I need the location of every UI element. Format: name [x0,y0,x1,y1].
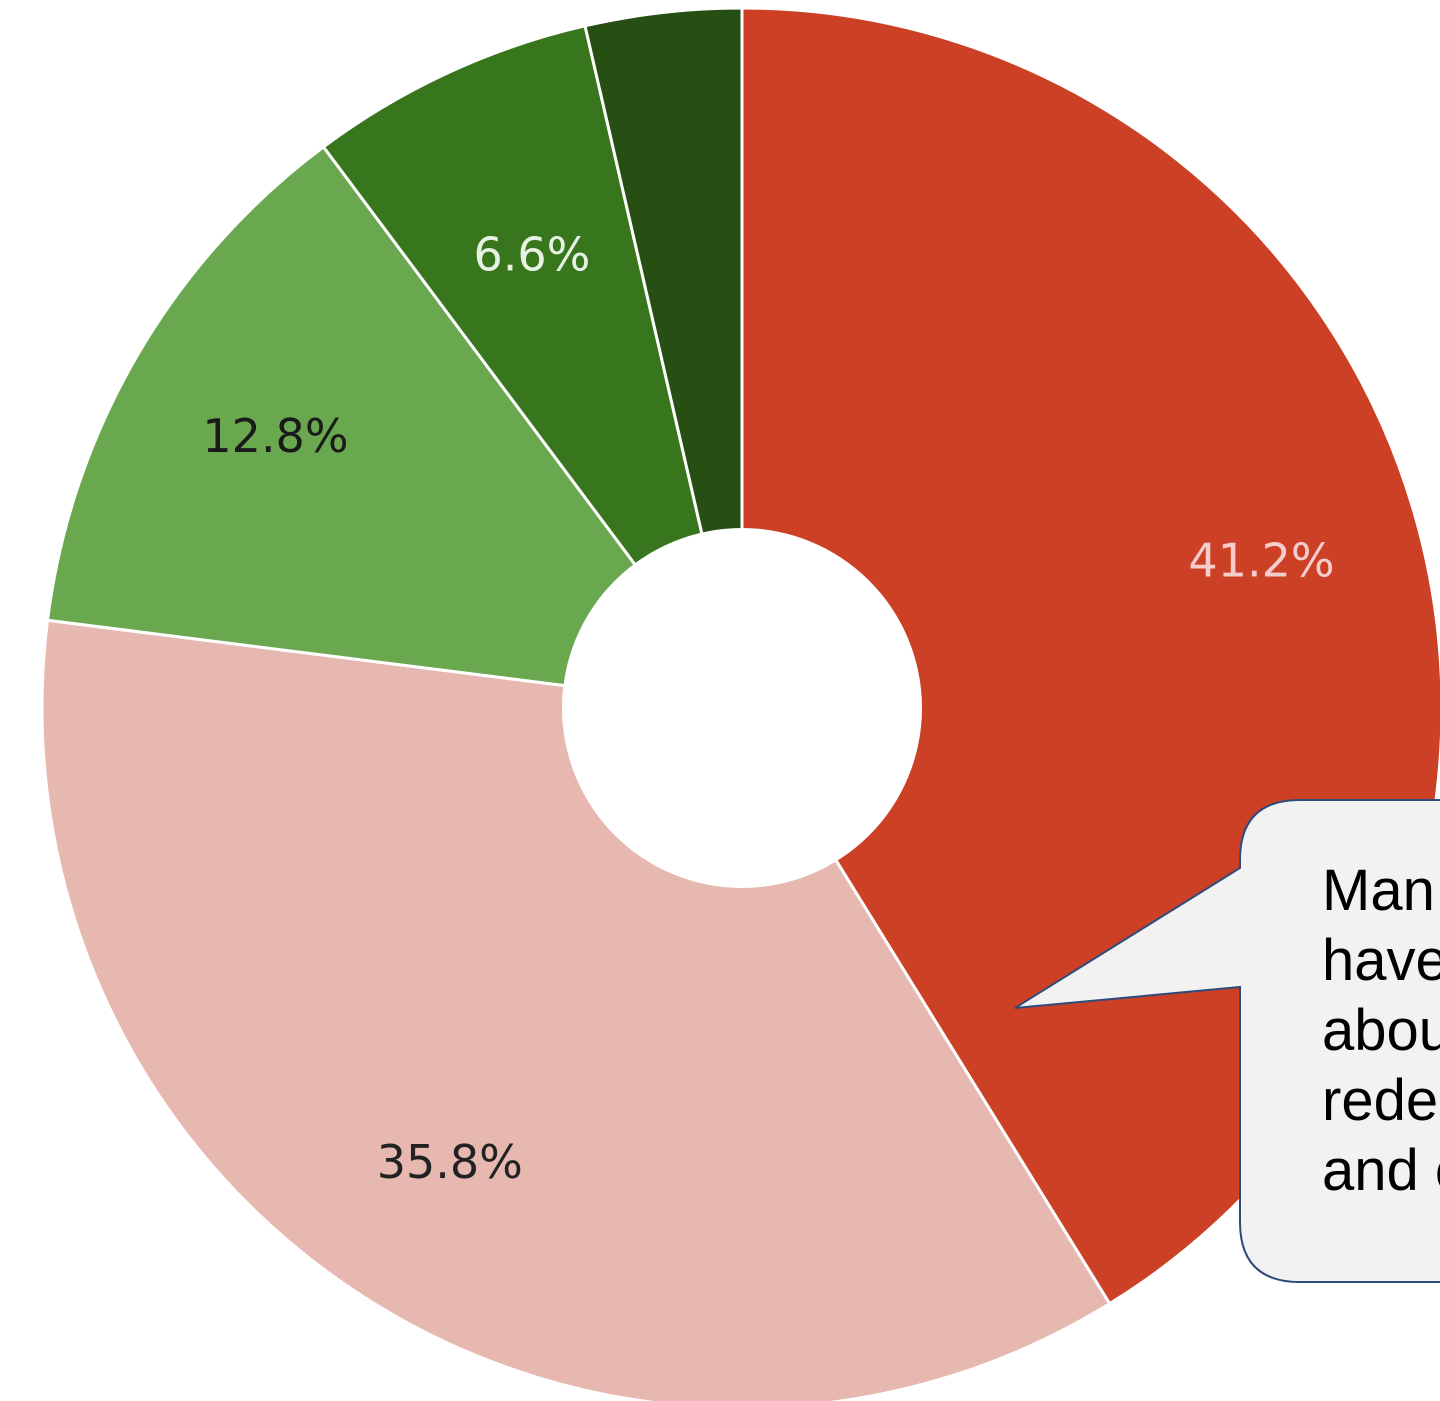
data-label-3: 12.8% [202,409,348,463]
callout-line-3: abou [1322,998,1440,1063]
pie-slice-2 [40,618,1112,1401]
pie-slice-4 [321,24,744,709]
data-label-4: 6.6% [474,227,591,281]
callout-box [1014,799,1440,1283]
data-label-2: 35.8% [377,1135,523,1189]
pie-slice-3 [45,144,746,710]
donut-hole [562,528,922,888]
data-label-1: 41.2% [1188,534,1334,588]
callout: Man have abou rede and c [1014,799,1440,1283]
callout-line-1: Man [1322,858,1435,923]
callout-line-5: and c [1322,1138,1440,1203]
data-labels-group: 41.2% 35.8% 12.8% 6.6% [202,227,1334,1189]
slices-group [40,6,1440,1401]
callout-line-2: have [1322,928,1440,993]
callout-line-4: rede [1322,1068,1438,1133]
